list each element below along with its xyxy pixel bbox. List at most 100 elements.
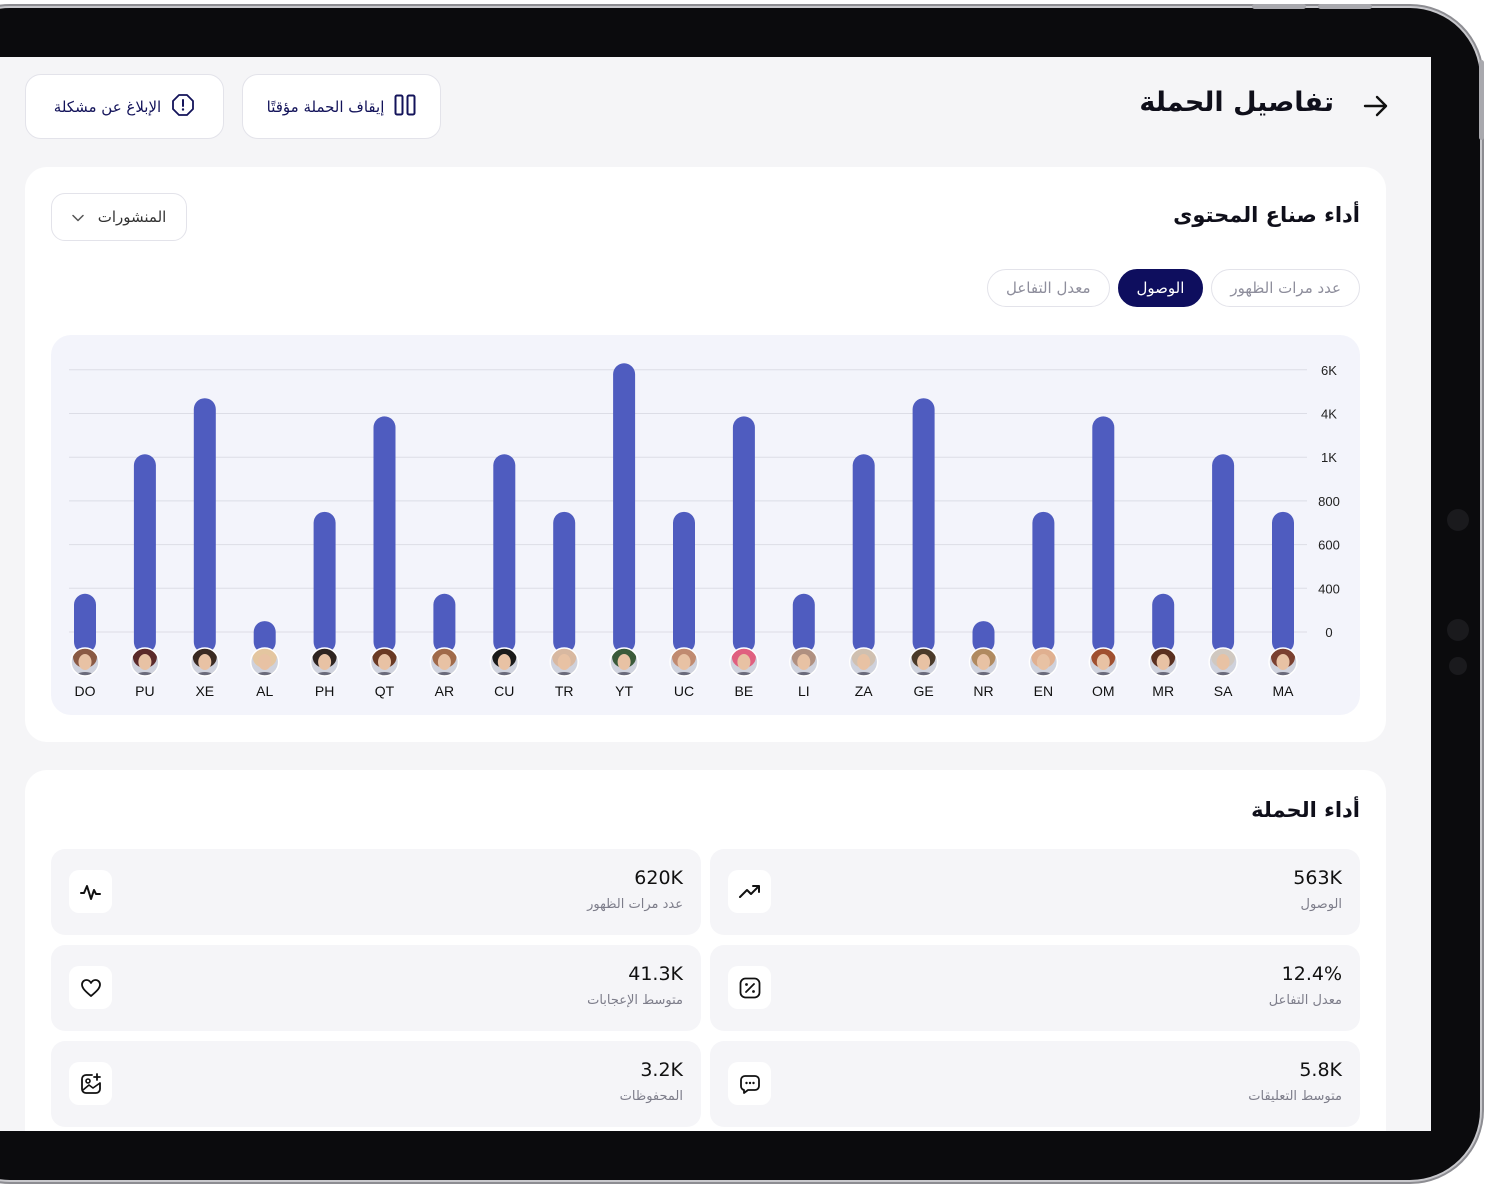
pause-campaign-label: إيقاف الحملة مؤقتًا: [266, 97, 385, 116]
bar[interactable]: [433, 593, 456, 653]
bar[interactable]: [1152, 593, 1175, 653]
stat-label: متوسط الإعجابات: [587, 993, 683, 1008]
avatar-ring: [549, 647, 579, 677]
x-tick-label: SA: [1214, 683, 1233, 699]
x-tick-label: DO: [75, 683, 96, 699]
chart-svg: 0 400 600 800 1K 4K 6K DO PU XE AL PH QT AR CU TR YT UC BE…: [69, 363, 1340, 699]
y-tick-label: 800: [1318, 494, 1340, 509]
bar[interactable]: [732, 416, 755, 653]
x-tick-label: YT: [615, 683, 633, 699]
side-button: [1479, 60, 1484, 140]
pause-campaign-button[interactable]: إيقاف الحملة مؤقتًا: [242, 74, 441, 139]
x-tick-label: CU: [494, 683, 514, 699]
stat-value: 5.8K: [1299, 1059, 1342, 1081]
x-tick-label: PH: [315, 683, 334, 699]
tab-impressions[interactable]: عدد مرات الظهور: [1211, 269, 1360, 307]
camera-dot: [1447, 619, 1469, 641]
x-tick-label: MA: [1273, 683, 1295, 699]
x-tick-label: EN: [1034, 683, 1053, 699]
back-arrow-icon[interactable]: [1361, 91, 1391, 121]
stat-label: عدد مرات الظهور: [587, 897, 683, 912]
app-screen: تفاصيل الحملة إيقاف الحملة مؤقتًا الإبلا…: [0, 57, 1431, 1131]
bar[interactable]: [1272, 511, 1294, 653]
avatar-ring: [1148, 647, 1178, 677]
bar[interactable]: [493, 454, 516, 653]
dropdown-value: المنشورات: [97, 208, 167, 226]
creators-performance-title: أداء صناع المحتوى: [1173, 203, 1360, 227]
bar[interactable]: [1092, 416, 1115, 653]
stat-value: 563K: [1293, 867, 1342, 889]
bar[interactable]: [972, 621, 995, 653]
x-tick-label: AR: [435, 683, 454, 699]
avatar-ring: [130, 647, 160, 677]
bar[interactable]: [253, 621, 276, 653]
avatar-ring: [190, 647, 220, 677]
avatar-ring: [489, 647, 520, 677]
stat-value: 620K: [634, 867, 683, 889]
y-tick-label: 1K: [1321, 450, 1337, 465]
bar[interactable]: [193, 398, 216, 653]
y-tick-label: 0: [1325, 625, 1332, 640]
bar[interactable]: [373, 416, 396, 653]
x-tick-label: GE: [913, 683, 933, 699]
avatar-ring: [609, 647, 639, 677]
bar[interactable]: [1032, 511, 1055, 653]
x-tick-label: PU: [135, 683, 154, 699]
stat-saves: 3.2K المحفوظات: [51, 1041, 701, 1127]
bar[interactable]: [313, 511, 336, 653]
report-issue-button[interactable]: الإبلاغ عن مشكلة: [25, 74, 224, 139]
stat-reach: 563K الوصول: [710, 849, 1360, 935]
x-tick-label: XE: [195, 683, 214, 699]
avatar-ring: [309, 647, 340, 677]
bar[interactable]: [1212, 454, 1235, 653]
report-issue-label: الإبلاغ عن مشكلة: [53, 97, 162, 116]
x-tick-label: AL: [256, 683, 273, 699]
stat-value: 41.3K: [628, 963, 683, 985]
page-title: تفاصيل الحملة: [1139, 87, 1334, 118]
stat-label: المحفوظات: [619, 1089, 683, 1104]
avatar-ring: [729, 647, 759, 677]
stat-label: معدل التفاعل: [1268, 993, 1342, 1008]
y-tick-label: 600: [1318, 538, 1340, 553]
stat-label: متوسط التعليقات: [1248, 1089, 1342, 1104]
bar[interactable]: [74, 593, 96, 653]
avatar-ring: [1268, 647, 1298, 677]
campaign-performance-title: أداء الحملة: [1251, 798, 1360, 822]
bar[interactable]: [792, 593, 815, 653]
creator-avatar[interactable]: [71, 646, 99, 684]
x-tick-label: NR: [973, 683, 993, 699]
content-type-dropdown[interactable]: المنشورات: [51, 193, 187, 241]
avatar-ring: [669, 647, 699, 677]
percent-icon: [728, 966, 771, 1009]
bar[interactable]: [613, 363, 636, 653]
power-button: [1318, 4, 1372, 9]
stat-value: 3.2K: [640, 1059, 683, 1081]
avatar-ring: [908, 647, 939, 677]
bar[interactable]: [553, 511, 576, 653]
bar[interactable]: [912, 398, 935, 653]
x-tick-label: QT: [375, 683, 395, 699]
bar[interactable]: [673, 511, 695, 653]
avatar-ring: [968, 647, 999, 677]
heart-icon: [69, 966, 112, 1009]
bar[interactable]: [133, 454, 156, 653]
stat-label: الوصول: [1300, 897, 1343, 912]
chevron-down-icon: [71, 208, 84, 226]
avatar-ring: [848, 647, 879, 677]
x-tick-label: LI: [798, 683, 810, 699]
pause-icon: [394, 94, 416, 120]
tab-reach[interactable]: الوصول: [1117, 269, 1204, 307]
camera-dot: [1449, 657, 1467, 675]
stat-avg-likes: 41.3K متوسط الإعجابات: [51, 945, 701, 1031]
tab-engagement-rate[interactable]: معدل التفاعل: [986, 269, 1110, 307]
avatar-ring: [1028, 647, 1059, 677]
metric-tabs: عدد مرات الظهور الوصول معدل التفاعل: [986, 269, 1360, 307]
stat-avg-comments: 5.8K متوسط التعليقات: [710, 1041, 1360, 1127]
trending-up-icon: [728, 870, 771, 913]
y-tick-label: 6K: [1321, 363, 1337, 378]
creator-avatar[interactable]: [490, 646, 519, 684]
y-tick-label: 4K: [1321, 407, 1337, 422]
bar[interactable]: [852, 454, 875, 653]
creator-avatar[interactable]: [909, 646, 938, 684]
comment-icon: [728, 1062, 771, 1105]
